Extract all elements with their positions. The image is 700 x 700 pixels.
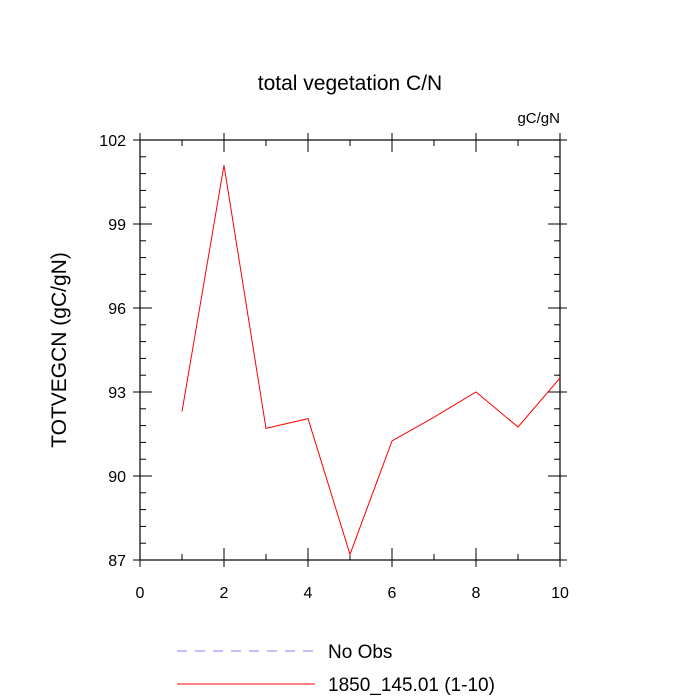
- plot-frame: [139, 139, 561, 561]
- series-lines: [181, 165, 561, 556]
- y-tick-label: 99: [108, 217, 126, 234]
- x-tick-label: 4: [304, 585, 313, 602]
- x-tick-label: 10: [551, 585, 569, 602]
- y-tick-label: 90: [108, 469, 126, 486]
- chart-title: total vegetation C/N: [258, 72, 442, 95]
- legend-label: 1850_145.01 (1-10): [328, 675, 495, 696]
- y-tick-label: 96: [108, 301, 126, 318]
- x-tick-label: 0: [136, 585, 145, 602]
- legend-label: No Obs: [328, 642, 392, 663]
- x-tick-label: 6: [388, 585, 397, 602]
- units-label: gC/gN: [517, 110, 560, 127]
- axis-ticks: [133, 133, 567, 567]
- y-tick-label: 87: [108, 553, 126, 570]
- y-tick-label: 93: [108, 385, 126, 402]
- y-tick-label: 102: [99, 133, 126, 150]
- tick-labels: 0 2 4 6 8 10 87 90 93 96 99 102: [99, 133, 569, 602]
- series-line: [181, 165, 561, 556]
- x-tick-label: 2: [220, 585, 229, 602]
- y-axis-label: TOTVEGCN (gC/gN): [48, 252, 71, 448]
- legend: No Obs 1850_145.01 (1-10): [177, 642, 495, 696]
- x-tick-label: 8: [472, 585, 481, 602]
